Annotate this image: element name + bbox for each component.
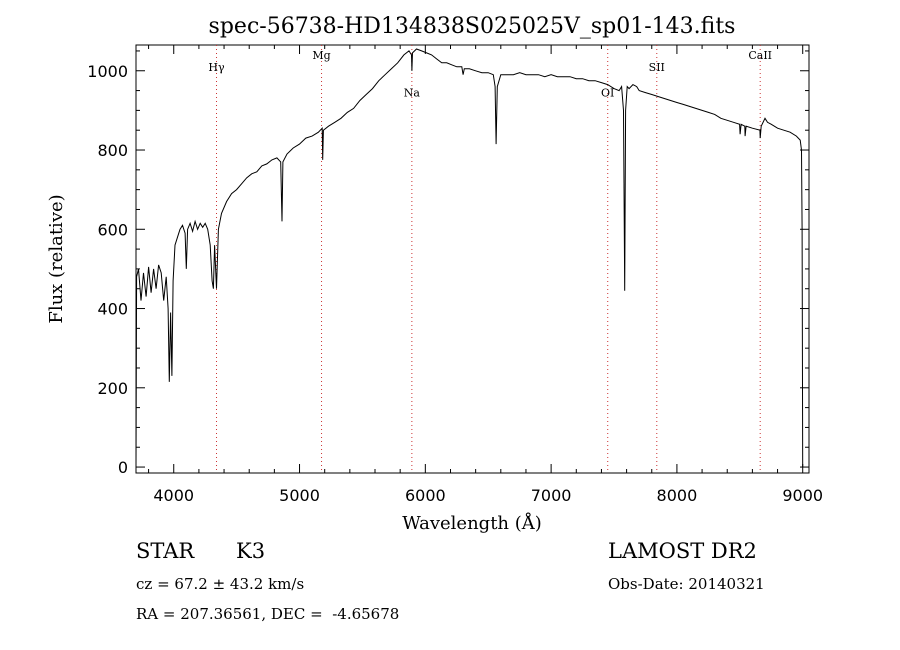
chart-title: spec-56738-HD134838S025025V_sp01-143.fit… <box>209 14 736 39</box>
line-label-1: Mg <box>312 49 330 62</box>
x-tick-label-0: 4000 <box>153 486 194 505</box>
spectrum-chart: spec-56738-HD134838S025025V_sp01-143.fit… <box>46 14 823 534</box>
object-type: STAR <box>136 539 195 563</box>
redshift-velocity: cz = 67.2 ± 43.2 km/s <box>136 575 305 593</box>
x-tick-label-4: 8000 <box>657 486 698 505</box>
x-tick-label-1: 5000 <box>279 486 320 505</box>
x-axis-label: Wavelength (Å) <box>402 512 542 534</box>
x-tick-label-5: 9000 <box>782 486 823 505</box>
y-axis-label: Flux (relative) <box>46 194 67 323</box>
axis-ticks: 4000 5000 6000 7000 8000 9000 0 200 400 600 800 100… <box>87 45 823 505</box>
plot-frame <box>135 44 810 474</box>
line-label-2: Na <box>404 87 421 100</box>
emission-line-markers: Hγ Mg Na OI SII CaII <box>208 45 772 473</box>
y-tick-label-4: 800 <box>97 141 128 160</box>
x-tick-label-2: 6000 <box>405 486 446 505</box>
spectrum-line <box>135 48 804 468</box>
y-tick-label-2: 400 <box>97 300 128 319</box>
line-label-3: OI <box>601 87 614 100</box>
line-label-4: SII <box>649 61 665 74</box>
y-tick-label-5: 1000 <box>87 62 128 81</box>
y-tick-label-0: 0 <box>118 458 128 477</box>
y-tick-label-1: 200 <box>97 379 128 398</box>
x-tick-label-3: 7000 <box>531 486 572 505</box>
object-subclass: K3 <box>236 539 266 563</box>
observation-date: Obs-Date: 20140321 <box>608 575 765 593</box>
survey-name: LAMOST DR2 <box>608 539 757 563</box>
line-label-5: CaII <box>748 49 772 62</box>
line-label-0: Hγ <box>208 61 225 74</box>
coordinates: RA = 207.36561, DEC = -4.65678 <box>136 605 400 623</box>
y-tick-label-3: 600 <box>97 220 128 239</box>
